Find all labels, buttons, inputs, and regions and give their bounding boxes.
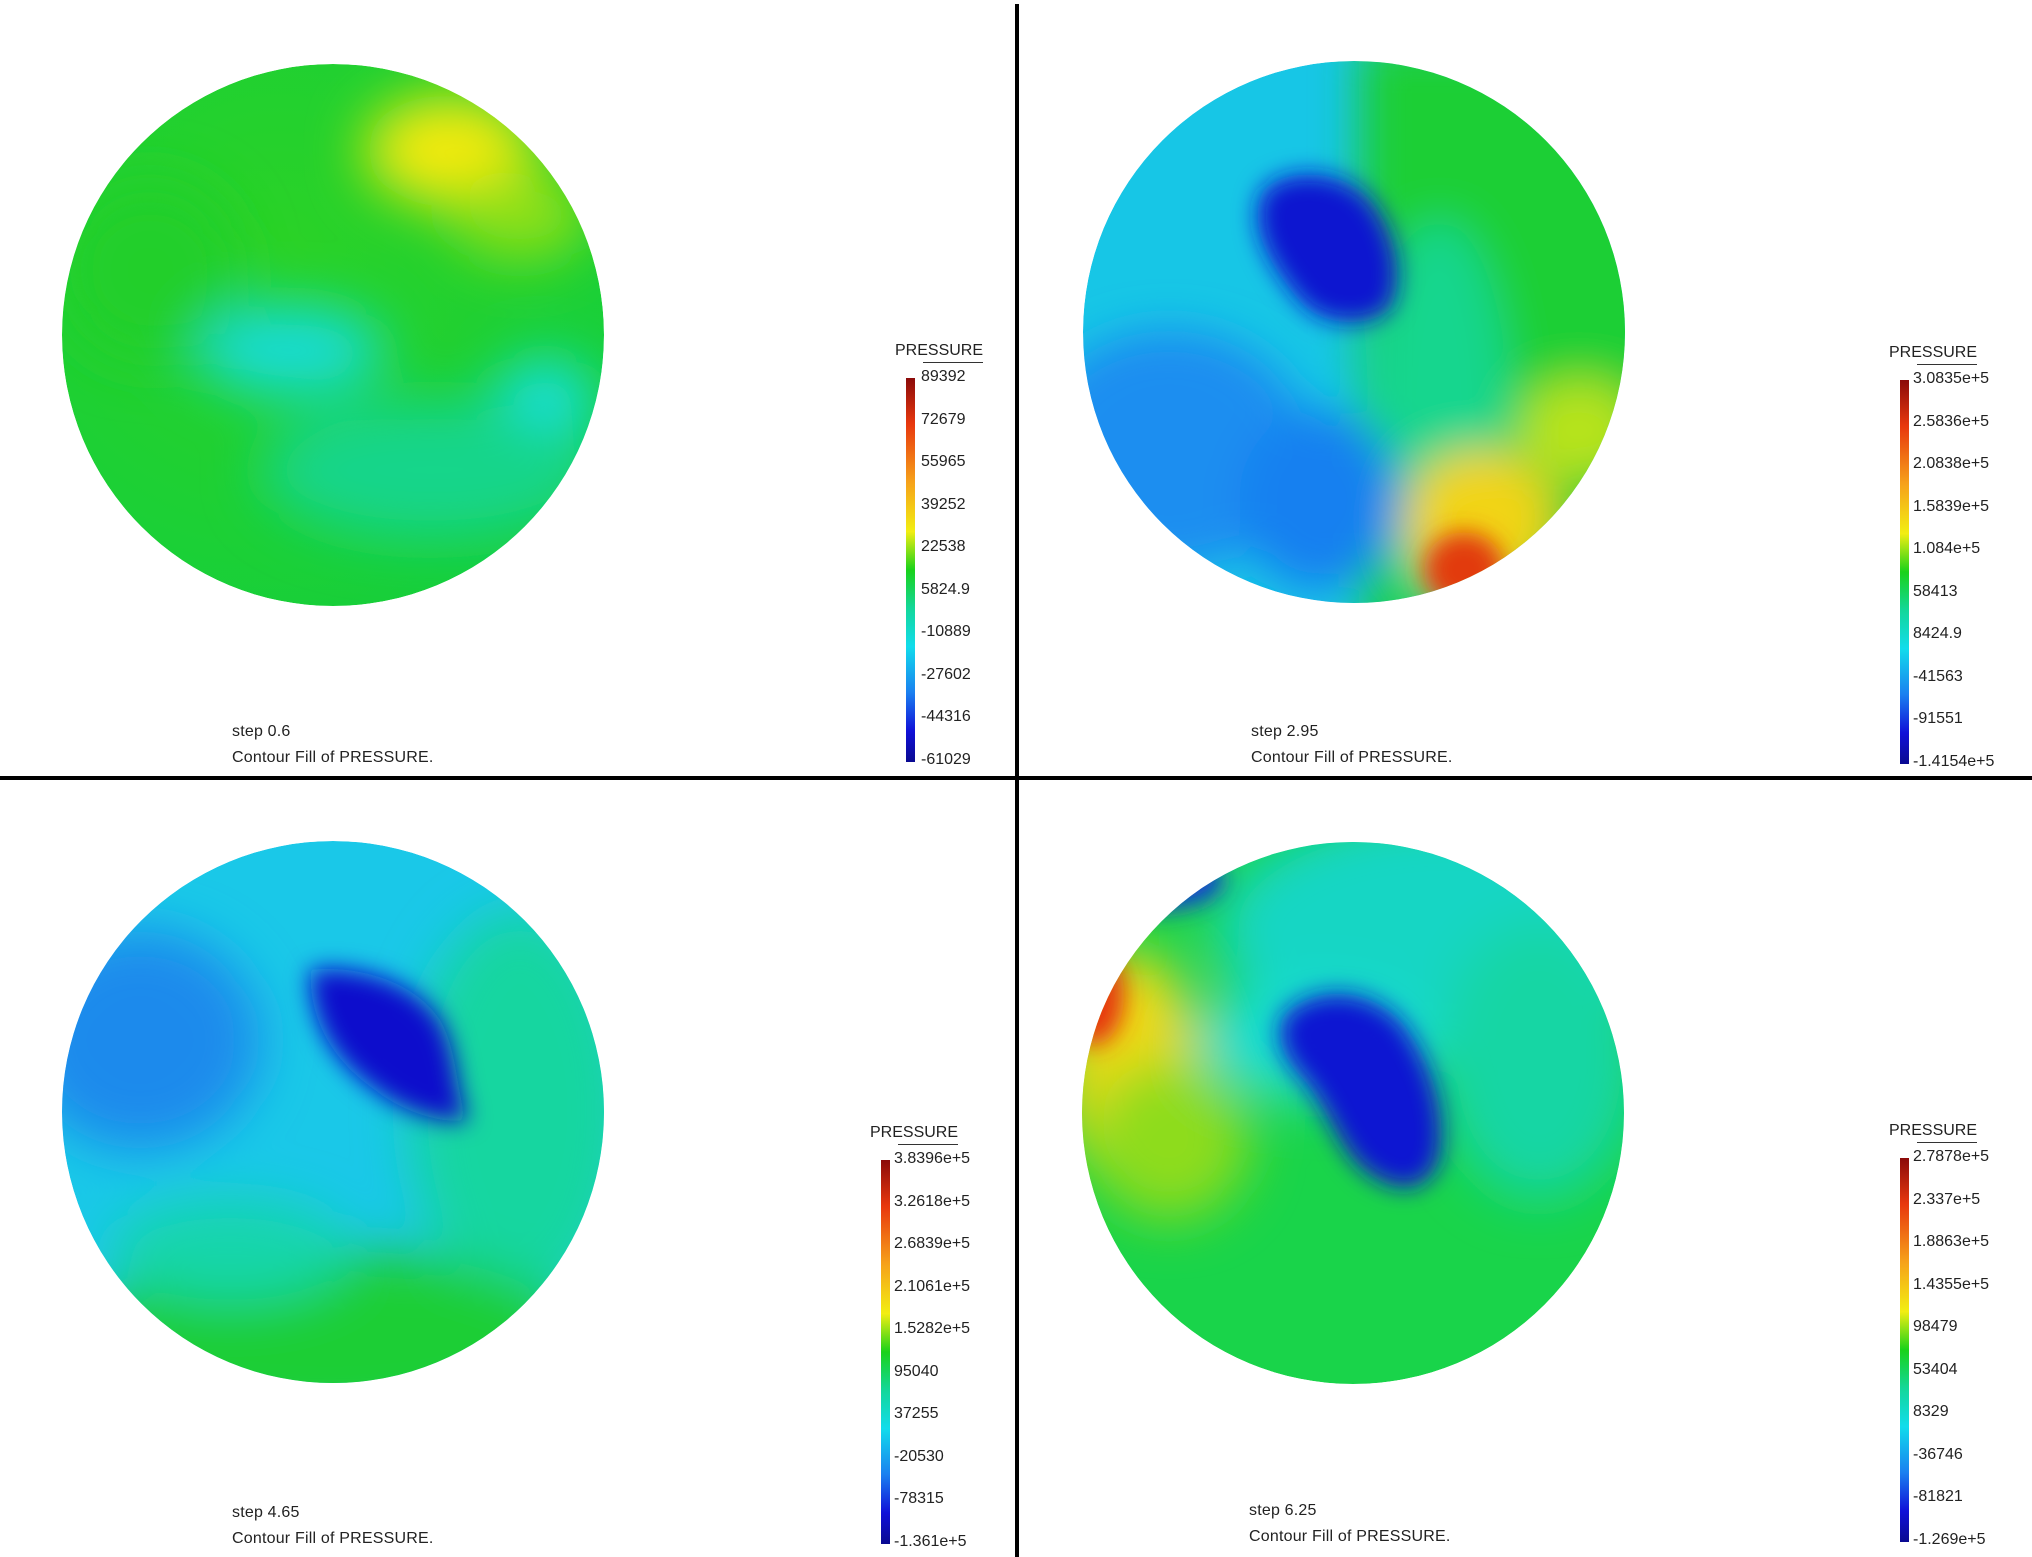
legend-tick: 1.8863e+5	[1913, 1233, 1990, 1250]
low-pressure-core	[310, 968, 470, 1121]
legend-tick: -36746	[1913, 1446, 1963, 1463]
legend-tick: 3.2618e+5	[894, 1193, 971, 1210]
contour-caption: Contour Fill of PRESSURE.	[232, 1530, 434, 1547]
legend-tick: -78315	[894, 1490, 944, 1507]
legend-tick: -10889	[921, 623, 971, 640]
legend-title: PRESSURE	[1889, 344, 1978, 365]
step-label: step 0.6	[232, 723, 291, 740]
legend-tick: 3.0835e+5	[1913, 370, 1990, 387]
low-pressure-core	[1279, 993, 1442, 1188]
legend-tick: 95040	[894, 1363, 939, 1380]
low-pressure-zone	[195, 305, 385, 395]
legend-tick: 3.8396e+5	[894, 1150, 971, 1167]
legend-title: PRESSURE	[1889, 1122, 1978, 1143]
legend-tick: 2.5836e+5	[1913, 413, 1990, 430]
legend-tick: -61029	[921, 751, 971, 768]
legend-tick: 8329	[1913, 1403, 1949, 1420]
legend-tick: -1.269e+5	[1913, 1531, 1986, 1548]
legend-tick: 72679	[921, 411, 966, 428]
panel-step-4-65: step 4.65 Contour Fill of PRESSURE. PRES…	[0, 780, 1015, 1557]
step-label: step 4.65	[232, 1504, 300, 1521]
legend-tick: 2.6839e+5	[894, 1235, 971, 1252]
legend-tick: -44316	[921, 708, 971, 725]
horizontal-divider	[0, 776, 2032, 780]
legend-tick: 89392	[921, 368, 966, 385]
legend-tick: -1.4154e+5	[1913, 753, 1995, 770]
legend-tick: 2.7878e+5	[1913, 1148, 1990, 1165]
pressure-contour-plot	[62, 841, 604, 1383]
legend-color-bar	[1900, 380, 1909, 764]
step-label: step 6.25	[1249, 1502, 1317, 1519]
panel-step-2-95: step 2.95 Contour Fill of PRESSURE. PRES…	[1019, 0, 2032, 776]
high-pressure-zone	[1082, 945, 1124, 1045]
vertical-divider	[1015, 4, 1019, 1557]
legend-tick: 2.1061e+5	[894, 1278, 971, 1295]
contour-caption: Contour Fill of PRESSURE.	[1251, 749, 1453, 766]
high-pressure-zone	[1424, 532, 1504, 603]
legend-tick: -91551	[1913, 710, 1963, 727]
legend-tick: 1.4355e+5	[1913, 1276, 1990, 1293]
contour-caption: Contour Fill of PRESSURE.	[1249, 1528, 1451, 1545]
legend-tick: 53404	[1913, 1361, 1958, 1378]
legend-tick: 5824.9	[921, 581, 970, 598]
legend-tick: -27602	[921, 666, 971, 683]
low-pressure-core	[1257, 174, 1398, 323]
legend-tick: -1.361e+5	[894, 1533, 967, 1550]
pressure-contour-plot	[1083, 61, 1625, 603]
legend-color-bar	[906, 378, 915, 762]
legend-title: PRESSURE	[870, 1124, 959, 1145]
legend-tick: 2.337e+5	[1913, 1191, 1981, 1208]
legend-tick: 1.5839e+5	[1913, 498, 1990, 515]
legend-tick: 39252	[921, 496, 966, 513]
legend-tick: 1.5282e+5	[894, 1320, 971, 1337]
legend-tick: -41563	[1913, 668, 1963, 685]
panel-step-0-6: step 0.6 Contour Fill of PRESSURE. PRESS…	[0, 0, 1015, 776]
contour-caption: Contour Fill of PRESSURE.	[232, 749, 434, 766]
step-label: step 2.95	[1251, 723, 1319, 740]
pressure-contour-plot	[62, 64, 604, 606]
legend-tick: 58413	[1913, 583, 1958, 600]
legend-tick: -20530	[894, 1448, 944, 1465]
legend-tick: 8424.9	[1913, 625, 1962, 642]
legend-color-bar	[881, 1160, 890, 1544]
legend-tick: 55965	[921, 453, 966, 470]
legend-color-bar	[1900, 1158, 1909, 1542]
legend-tick: 2.0838e+5	[1913, 455, 1990, 472]
legend-title: PRESSURE	[895, 342, 984, 363]
legend-tick: 98479	[1913, 1318, 1958, 1335]
legend-tick: 1.084e+5	[1913, 540, 1981, 557]
legend-tick: 22538	[921, 538, 966, 555]
pressure-contour-plot	[1082, 842, 1624, 1384]
legend-tick: 37255	[894, 1405, 939, 1422]
panel-step-6-25: step 6.25 Contour Fill of PRESSURE. PRES…	[1019, 780, 2032, 1557]
legend-tick: -81821	[1913, 1488, 1963, 1505]
